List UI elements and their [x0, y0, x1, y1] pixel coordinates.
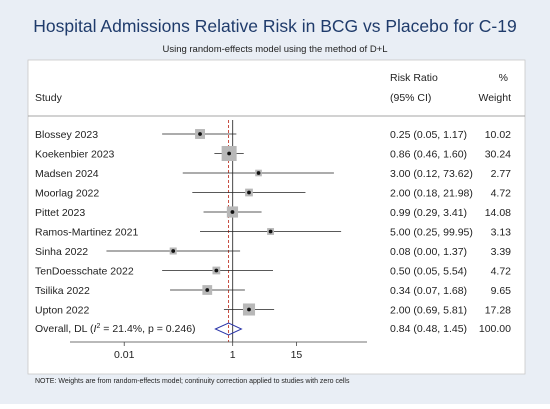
weight-value: 3.39: [491, 246, 512, 258]
column-header-risk-ratio: Risk Ratio: [390, 72, 438, 84]
overall-diamond: [214, 322, 243, 336]
risk-ratio-value: 0.99 (0.29, 3.41): [390, 207, 467, 219]
i2-symbol: I: [94, 323, 97, 335]
chart-title: Hospital Admissions Relative Risk in BCG…: [33, 16, 516, 36]
study-name: Upton 2022: [35, 305, 89, 317]
i2-superscript: 2: [96, 323, 100, 330]
weight-value: 2.77: [491, 168, 512, 180]
x-tick-label: 15: [291, 349, 303, 361]
risk-ratio-value: 5.00 (0.25, 99.95): [390, 227, 473, 239]
weight-value: 9.65: [491, 285, 512, 297]
x-tick-label: 0.01: [114, 349, 135, 361]
overall-label-prefix: Overall, DL (: [35, 323, 94, 335]
weight-value: 3.13: [491, 227, 512, 239]
point-estimate: [171, 249, 176, 253]
footnote: NOTE: Weights are from random-effects mo…: [35, 378, 350, 385]
risk-ratio-value: 0.25 (0.05, 1.17): [390, 129, 467, 141]
column-header-study: Study: [35, 92, 63, 104]
point-estimate: [198, 132, 202, 136]
x-axis-ticks: 0.01 1 15: [114, 342, 302, 361]
point-estimate: [205, 288, 210, 292]
study-row: Moorlag 2022 2.00 (0.18, 21.98) 4.72: [35, 188, 511, 200]
plot-marks: Blossey 2023 0.25 (0.05, 1.17) 10.02 Koeken…: [35, 120, 511, 342]
study-row: Ramos-Martinez 2021 5.00 (0.25, 99.95) 3.1…: [35, 227, 511, 239]
study-row: Sinha 2022 0.08 (0.00, 1.37) 3.39: [35, 246, 511, 258]
point-estimate: [227, 151, 232, 156]
study-name: Pittet 2023: [35, 207, 85, 219]
weight-value: 10.02: [485, 129, 511, 141]
study-row: Madsen 2024 3.00 (0.12, 73.62) 2.77: [35, 168, 511, 180]
point-estimate: [247, 190, 251, 195]
study-name: Koekenbier 2023: [35, 149, 115, 161]
point-estimate: [256, 171, 261, 175]
risk-ratio-value: 0.86 (0.46, 1.60): [390, 149, 467, 161]
x-tick-label: 1: [230, 349, 236, 361]
weight-value: 4.72: [491, 266, 512, 278]
risk-ratio-value: 2.00 (0.18, 21.98): [390, 188, 473, 200]
column-header-weight: Weight: [479, 92, 512, 104]
risk-ratio-value: 0.08 (0.00, 1.37): [390, 246, 467, 258]
point-estimate: [214, 268, 219, 273]
study-name: Tsilika 2022: [35, 285, 90, 297]
weight-value: 30.24: [485, 149, 511, 161]
point-estimate: [268, 229, 273, 234]
study-row: Tsilika 2022 0.34 (0.07, 1.68) 9.65: [35, 285, 511, 297]
weight-value: 4.72: [491, 188, 512, 200]
study-name: Madsen 2024: [35, 168, 99, 180]
study-name: Blossey 2023: [35, 129, 98, 141]
weight-value: 17.28: [485, 305, 511, 317]
risk-ratio-value: 3.00 (0.12, 73.62): [390, 168, 473, 180]
column-header-ci: (95% CI): [390, 92, 431, 104]
risk-ratio-value: 0.50 (0.05, 5.54): [390, 266, 467, 278]
study-name: Sinha 2022: [35, 246, 88, 258]
overall-row: Overall, DL (I2 = 21.4%, p = 0.246) 0.84…: [35, 323, 511, 335]
study-name: TenDoesschate 2022: [35, 266, 134, 278]
overall-label: Overall, DL (I2 = 21.4%, p = 0.246): [35, 323, 196, 335]
study-row: Koekenbier 2023 0.86 (0.46, 1.60) 30.24: [35, 146, 511, 161]
overall-weight: 100.00: [479, 323, 511, 335]
risk-ratio-value: 0.34 (0.07, 1.68): [390, 285, 467, 297]
weight-value: 14.08: [485, 207, 511, 219]
study-row: Pittet 2023 0.99 (0.29, 3.41) 14.08: [35, 206, 511, 219]
overall-label-suffix: = 21.4%, p = 0.246): [100, 323, 195, 335]
study-name: Ramos-Martinez 2021: [35, 227, 138, 239]
chart-subtitle: Using random-effects model using the met…: [162, 44, 387, 55]
study-name: Moorlag 2022: [35, 188, 99, 200]
plot-panel: [27, 59, 526, 375]
study-row: Upton 2022 2.00 (0.69, 5.81) 17.28: [35, 303, 511, 317]
risk-ratio-value: 2.00 (0.69, 5.81): [390, 305, 467, 317]
point-estimate: [230, 210, 235, 214]
study-row: Blossey 2023 0.25 (0.05, 1.17) 10.02: [35, 129, 511, 141]
column-header-percent: %: [499, 72, 508, 84]
point-estimate: [247, 307, 251, 312]
overall-value: 0.84 (0.48, 1.45): [390, 323, 467, 335]
study-row: TenDoesschate 2022 0.50 (0.05, 5.54) 4.72: [35, 266, 511, 278]
